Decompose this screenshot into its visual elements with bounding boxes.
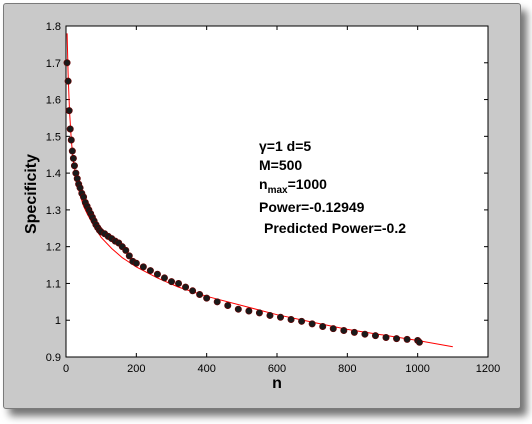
data-point <box>132 259 140 267</box>
data-point <box>139 263 147 271</box>
y-tick-label: 1 <box>55 315 61 327</box>
data-point <box>234 305 242 313</box>
y-tick-label: 1.8 <box>46 21 61 33</box>
figure-frame: 0 200 400 600 800 1000 1200 0.9 1 1.1 1.2 1.3 1.4 1.… <box>3 3 521 409</box>
data-point <box>175 279 183 287</box>
data-point <box>182 283 190 291</box>
specificity-chart: 0 200 400 600 800 1000 1200 0.9 1 1.1 1.2 1.3 1.4 1.… <box>23 21 500 392</box>
data-point <box>67 136 75 144</box>
data-point <box>298 317 306 325</box>
data-point <box>224 302 232 310</box>
y-axis-title: Specificity <box>23 154 40 234</box>
y-tick-label: 1.3 <box>46 205 61 217</box>
data-point <box>393 335 401 343</box>
data-point <box>266 311 274 319</box>
axis-ticks <box>65 25 489 358</box>
data-point <box>371 332 379 340</box>
y-tick-label: 1.5 <box>46 131 61 143</box>
x-tick-label: 1000 <box>405 363 429 375</box>
data-point <box>63 59 71 67</box>
x-tick-label: 1200 <box>476 363 500 375</box>
y-tick-labels: 0.9 1 1.1 1.2 1.3 1.4 1.5 1.6 1.7 1.8 <box>46 21 61 364</box>
data-point <box>308 320 316 328</box>
data-point <box>403 335 411 343</box>
data-point <box>277 313 285 321</box>
y-tick-label: 1.2 <box>46 242 61 254</box>
x-axis-title: n <box>272 375 282 392</box>
annotation-nmax: nmax=1000 <box>259 176 327 196</box>
annotation-predicted-power: Predicted Power=-0.2 <box>264 220 406 236</box>
data-point <box>125 252 133 260</box>
annotation-nmax-sub: max <box>268 185 288 196</box>
data-point <box>65 107 73 115</box>
x-tick-label: 0 <box>63 363 69 375</box>
y-tick-label: 1.6 <box>46 95 61 107</box>
data-point <box>66 125 74 133</box>
annotation-nmax-value: =1000 <box>288 176 328 192</box>
y-tick-label: 1.1 <box>46 278 61 290</box>
y-tick-label: 1.7 <box>46 58 61 70</box>
data-point <box>168 278 176 286</box>
data-point <box>146 267 154 275</box>
data-point <box>287 315 295 323</box>
data-point <box>160 274 168 282</box>
annotation-power: Power=-0.12949 <box>259 199 365 215</box>
data-points <box>63 59 423 346</box>
data-point <box>361 330 369 338</box>
x-tick-labels: 0 200 400 600 800 1000 1200 <box>63 363 500 375</box>
x-tick-label: 600 <box>268 363 286 375</box>
data-point <box>350 328 358 336</box>
data-point <box>122 246 130 254</box>
annotation-gamma-d: γ=1 d=5 <box>259 138 311 154</box>
data-point <box>319 322 327 330</box>
data-point <box>415 338 423 346</box>
data-point <box>64 77 72 85</box>
data-point <box>153 270 161 278</box>
data-point <box>68 147 76 155</box>
data-point <box>382 334 390 342</box>
data-point <box>255 309 263 317</box>
y-tick-label: 1.4 <box>46 168 61 180</box>
data-point <box>340 327 348 335</box>
annotation-nmax-base: n <box>259 176 268 192</box>
x-tick-label: 800 <box>338 363 356 375</box>
plot-area <box>65 25 489 358</box>
x-tick-label: 400 <box>197 363 215 375</box>
data-point <box>245 307 253 315</box>
data-point <box>189 287 197 295</box>
data-point <box>203 294 211 302</box>
annotation-m: M=500 <box>259 157 302 173</box>
y-tick-label: 0.9 <box>46 352 61 364</box>
data-point <box>70 162 78 170</box>
x-tick-label: 200 <box>127 363 145 375</box>
data-point <box>69 154 77 162</box>
data-point <box>213 298 221 306</box>
data-point <box>196 290 204 298</box>
data-point <box>329 325 337 333</box>
